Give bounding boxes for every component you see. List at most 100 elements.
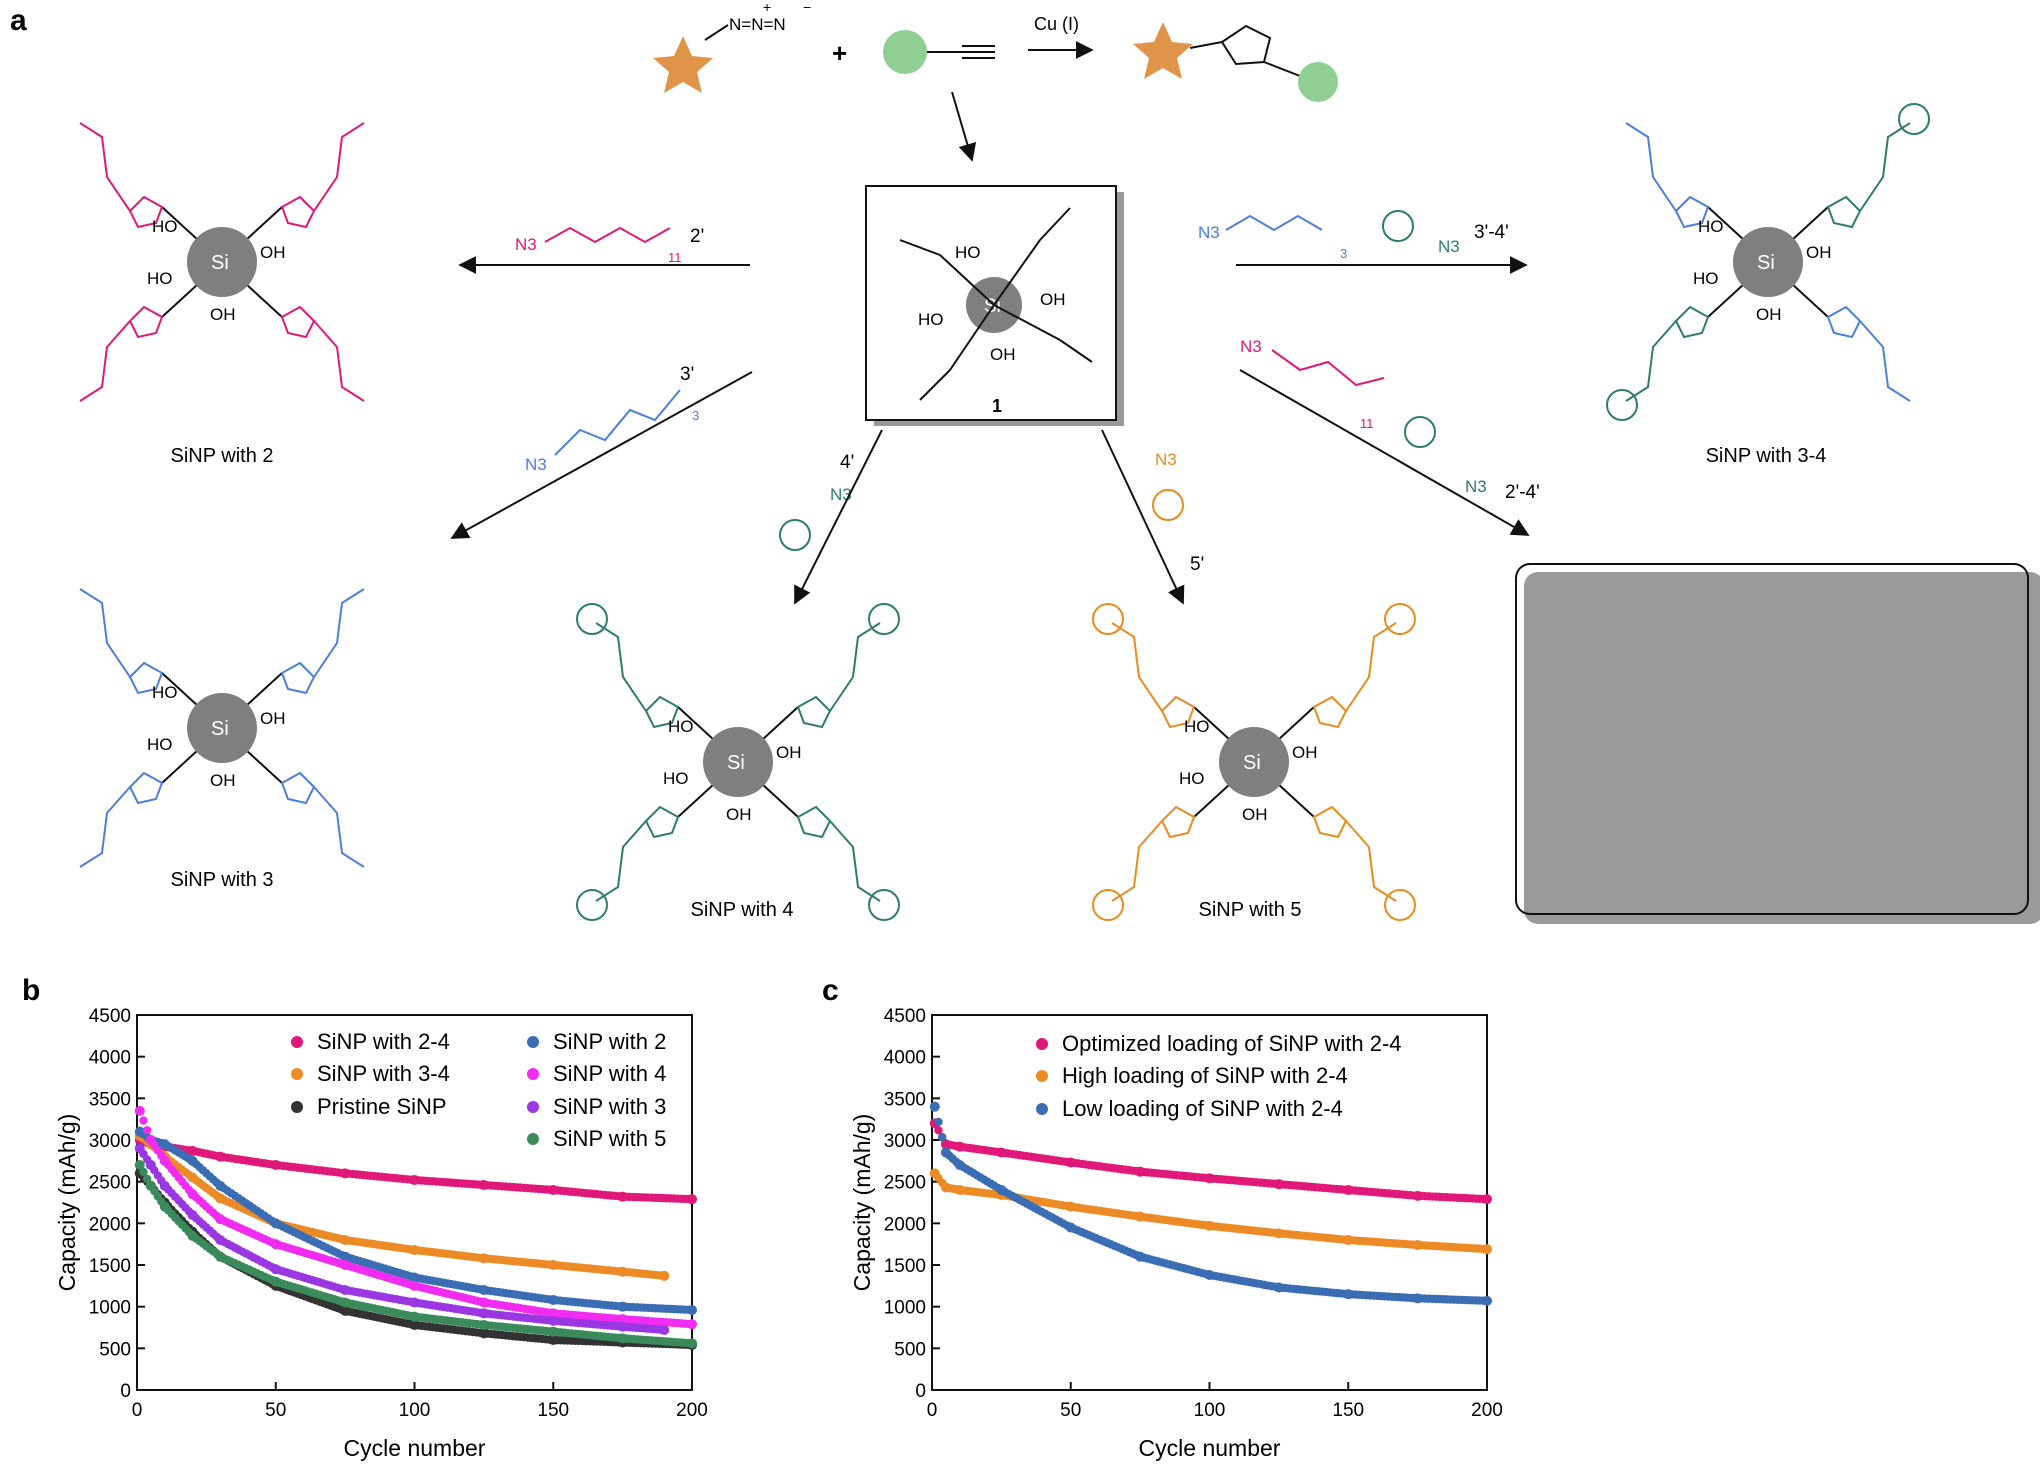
y-tick-label: 1500 — [89, 1256, 131, 1277]
carbonate-ring — [576, 889, 608, 921]
hydroxyl-label: OH — [776, 743, 802, 762]
data-point — [687, 1305, 697, 1315]
data-point — [409, 1311, 420, 1322]
carbonate-ring — [1092, 889, 1124, 921]
reagent-24-label: 2'-4' — [1505, 482, 1540, 503]
data-point — [617, 1314, 628, 1325]
legend-marker — [527, 1133, 539, 1145]
data-point — [215, 1235, 226, 1245]
y-tick-label: 1500 — [884, 1256, 926, 1277]
data-point — [617, 1191, 628, 1202]
reagent-3-arrow: N3 3 3' — [450, 364, 753, 539]
reagent-3-subscript: 3 — [692, 408, 699, 423]
data-point — [548, 1295, 559, 1305]
data-point — [617, 1333, 628, 1344]
y-axis-label: Capacity (mAh/g) — [54, 1114, 80, 1292]
reagent-2-n3: N3 — [515, 235, 537, 254]
hydroxyl-label: HO — [1693, 269, 1719, 288]
side-chain — [313, 320, 365, 402]
panel-label-c: c — [822, 974, 839, 1007]
triazole-ring — [1826, 195, 1862, 229]
side-chain — [313, 122, 365, 212]
legend-label: SiNP with 5 — [553, 1126, 666, 1151]
data-point — [187, 1230, 198, 1241]
side-chain — [1111, 820, 1163, 902]
reagent-2-label: 2' — [690, 226, 704, 247]
legend-marker — [1036, 1038, 1048, 1050]
y-tick-label: 4500 — [89, 1006, 131, 1027]
y-tick-label: 3500 — [884, 1089, 926, 1110]
hydroxyl-label: HO — [147, 735, 173, 754]
data-point — [409, 1245, 420, 1255]
carbonate-ring — [868, 603, 900, 635]
data-point — [1273, 1179, 1284, 1190]
series-low-loading-of-sinp-with-2-4 — [929, 1101, 1492, 1306]
hydroxyl-label: HO — [1184, 717, 1210, 736]
side-chain — [1345, 622, 1397, 712]
legend-label: SiNP with 4 — [553, 1061, 666, 1086]
data-point — [548, 1326, 559, 1337]
data-point — [940, 1139, 951, 1150]
y-tick-label: 0 — [120, 1381, 131, 1402]
data-point — [340, 1235, 351, 1245]
data-point — [340, 1285, 351, 1295]
chart-panel-b: 0 500 1000 1500 2000 2500 3000 3500 4000 4500 0 50 1… — [54, 1006, 708, 1461]
side-chain — [595, 820, 647, 902]
data-point — [1135, 1211, 1146, 1222]
data-point — [1065, 1157, 1076, 1168]
triazole-ring — [128, 305, 164, 339]
series-sinp-with-2 — [134, 1126, 697, 1315]
x-tick-label: 150 — [1332, 1400, 1364, 1421]
trace-marker — [142, 1126, 152, 1135]
data-point — [687, 1194, 697, 1205]
x-tick-label: 100 — [399, 1400, 431, 1421]
silicon-core — [1733, 227, 1803, 297]
silicon-core — [187, 693, 257, 763]
x-tick-label: 150 — [537, 1400, 569, 1421]
data-point — [617, 1321, 628, 1332]
data-point — [478, 1253, 489, 1264]
side-chain — [1345, 820, 1397, 902]
x-tick-label: 0 — [927, 1400, 938, 1421]
triazole-ring — [280, 305, 316, 339]
product-label: SiNP with 3-4 — [1706, 445, 1827, 467]
data-point — [996, 1147, 1007, 1158]
data-point — [187, 1172, 198, 1183]
alkyne-circle-icon — [883, 30, 927, 74]
data-point — [1412, 1190, 1423, 1201]
side-chain — [829, 622, 881, 712]
side-chain — [79, 122, 131, 212]
triazole-ring — [1160, 695, 1196, 729]
data-point — [340, 1305, 351, 1316]
triazole-ring — [796, 695, 832, 729]
data-point — [270, 1160, 281, 1170]
data-point — [478, 1328, 489, 1339]
carbonate-ring — [1384, 603, 1416, 635]
legend-label: SiNP with 2-4 — [317, 1029, 450, 1054]
reagent-24-subscript: 11 — [1360, 416, 1374, 431]
data-point — [687, 1338, 697, 1349]
legend-marker — [291, 1101, 303, 1113]
data-point — [187, 1189, 198, 1200]
reagent-3-label: 3' — [680, 364, 694, 385]
reagent-34-carbonate-n3: N3 — [1438, 237, 1460, 256]
data-point — [215, 1251, 226, 1262]
data-point — [954, 1160, 965, 1170]
data-point — [409, 1320, 420, 1330]
data-point — [215, 1151, 226, 1162]
x-axis-label: Cycle number — [344, 1435, 486, 1461]
data-point — [1204, 1270, 1215, 1280]
data-point — [1412, 1240, 1423, 1250]
y-tick-label: 2000 — [89, 1214, 131, 1235]
data-point — [940, 1182, 951, 1193]
plus-sign: + — [832, 38, 847, 68]
x-tick-label: 50 — [265, 1400, 286, 1421]
data-point — [145, 1135, 156, 1145]
reagent-4-arrow: 4' N3 — [779, 429, 883, 605]
data-point — [1204, 1173, 1215, 1184]
legend-label: Optimized loading of SiNP with 2-4 — [1062, 1031, 1402, 1056]
hydroxyl-label: OH — [1292, 743, 1318, 762]
data-point — [954, 1185, 965, 1195]
silicon-core — [703, 727, 773, 797]
carbonate-ring — [1384, 889, 1416, 921]
